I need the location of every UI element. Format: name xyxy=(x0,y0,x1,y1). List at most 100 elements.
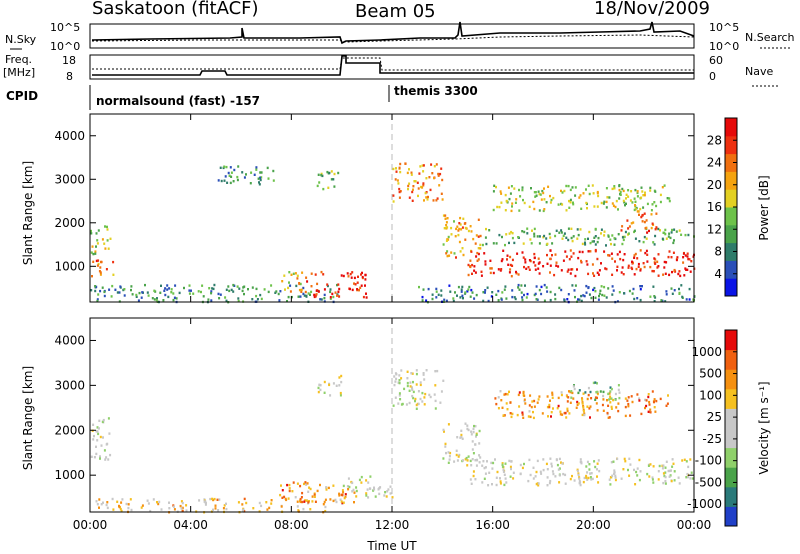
velocity-cell xyxy=(422,372,425,375)
power-cell xyxy=(605,267,608,271)
power-cell xyxy=(661,237,664,240)
power-cell xyxy=(436,197,439,200)
freq-right-tick-top: 60 xyxy=(709,54,723,67)
beam-title: Beam 05 xyxy=(355,1,436,22)
velocity-cell xyxy=(561,413,564,416)
power-cell xyxy=(533,256,536,259)
power-cell xyxy=(572,203,575,206)
power-cell xyxy=(520,284,523,287)
power-cell xyxy=(228,289,231,293)
power-cell xyxy=(267,177,270,180)
power-cell xyxy=(107,247,110,250)
velocity-cell xyxy=(666,402,669,405)
velocity-cell xyxy=(440,390,443,393)
velocity-cell xyxy=(522,391,525,394)
velocity-cell xyxy=(613,472,615,475)
power-cell xyxy=(521,251,524,254)
power-cell xyxy=(484,291,486,294)
power-cell xyxy=(593,274,596,277)
power-cell xyxy=(229,166,232,169)
power-cell xyxy=(408,182,411,185)
power-cell xyxy=(554,293,557,296)
power-cell xyxy=(489,267,492,270)
power-cell xyxy=(493,184,496,187)
power-cell xyxy=(457,285,460,289)
velocity-colorbar-swatch xyxy=(725,486,737,507)
power-cell xyxy=(580,207,583,210)
power-cell xyxy=(630,222,633,225)
power-cell xyxy=(422,182,425,185)
power-cell xyxy=(495,185,497,189)
power-cell xyxy=(673,268,676,272)
velocity-cell xyxy=(92,423,95,426)
power-cell xyxy=(310,290,313,294)
velocity-cell xyxy=(503,414,506,417)
velocity-cell xyxy=(299,484,302,488)
velocity-cell xyxy=(546,405,549,409)
velocity-cell xyxy=(503,483,506,487)
velocity-cell xyxy=(309,487,312,491)
power-cell xyxy=(537,262,540,265)
power-cell xyxy=(448,254,451,257)
velocity-cell xyxy=(589,405,592,408)
velocity-cell xyxy=(550,462,553,465)
power-cell xyxy=(399,162,402,166)
power-cell xyxy=(281,280,284,283)
velocity-cell xyxy=(647,395,650,399)
power-cell xyxy=(632,221,635,224)
power-cell xyxy=(593,240,595,243)
power-cell xyxy=(574,295,576,299)
power-cell xyxy=(119,285,122,288)
velocity-cell xyxy=(353,501,355,504)
velocity-cell xyxy=(521,413,524,416)
velocity-cell xyxy=(398,381,401,385)
velocity-cell xyxy=(90,455,93,458)
power-cell xyxy=(326,283,329,286)
velocity-cell xyxy=(583,413,586,417)
velocity-cell xyxy=(470,482,473,485)
power-cell xyxy=(665,293,668,296)
power-cell xyxy=(212,287,215,291)
velocity-cell xyxy=(581,402,584,405)
velocity-cell xyxy=(588,463,591,466)
velocity-cell xyxy=(620,477,623,480)
power-cell xyxy=(549,194,551,198)
power-cell xyxy=(568,206,571,209)
power-cell xyxy=(557,265,560,268)
power-cell xyxy=(427,287,430,291)
velocity-cell xyxy=(218,498,221,501)
power-cell xyxy=(298,282,301,285)
power-cell xyxy=(649,265,652,269)
velocity-cell xyxy=(555,458,558,462)
power-cell xyxy=(624,230,627,234)
velocity-cell xyxy=(549,457,552,460)
power-cell xyxy=(510,209,513,213)
power-cell xyxy=(580,294,583,298)
velocity-cell xyxy=(319,388,322,392)
power-cell xyxy=(524,284,526,287)
power-cell xyxy=(578,298,581,301)
velocity-cell xyxy=(568,390,570,393)
velocity-cell xyxy=(472,430,475,434)
velocity-cell xyxy=(152,498,155,501)
power-cell xyxy=(560,231,563,234)
velocity-cell xyxy=(433,393,436,396)
velocity-cell xyxy=(596,462,599,465)
power-colorbar-tick: 20 xyxy=(707,178,722,192)
velocity-cell xyxy=(449,451,452,455)
power-cell xyxy=(688,258,691,261)
velocity-cell xyxy=(125,502,128,506)
velocity-cell xyxy=(667,469,670,473)
velocity-ytick-label: 4000 xyxy=(54,333,85,347)
velocity-cell xyxy=(471,440,474,443)
power-cell xyxy=(433,165,436,168)
velocity-cell xyxy=(654,410,657,413)
velocity-cell xyxy=(347,477,350,480)
power-cell xyxy=(506,254,509,257)
power-cell xyxy=(526,232,529,235)
power-cell xyxy=(453,220,455,223)
velocity-cell xyxy=(214,507,217,510)
velocity-cell xyxy=(344,495,347,498)
velocity-cell xyxy=(127,506,130,510)
velocity-cell xyxy=(447,451,450,454)
